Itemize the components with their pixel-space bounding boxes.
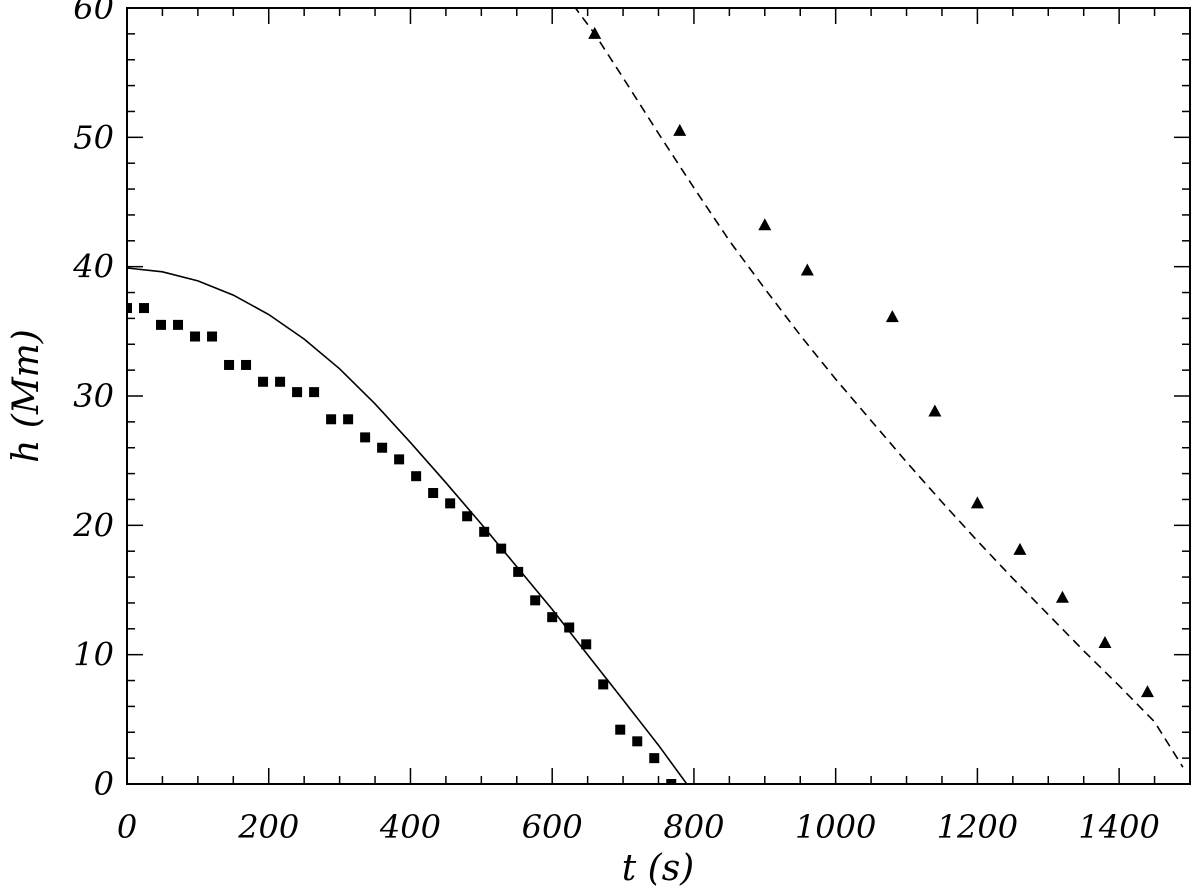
square-data-point — [224, 359, 235, 370]
square-data-point — [598, 679, 609, 690]
y-tick-label: 40 — [72, 248, 114, 286]
triangle-data-point — [800, 263, 814, 276]
square-data-point — [241, 359, 252, 370]
square-data-point — [445, 498, 456, 509]
square-data-point — [326, 414, 337, 425]
triangle-data-point — [1098, 636, 1112, 649]
axis-ticks — [126, 7, 1191, 785]
square-data-point — [190, 331, 201, 342]
y-tick-label: 30 — [73, 377, 114, 415]
x-tick-label: 1400 — [1078, 808, 1159, 846]
square-data-point — [530, 595, 541, 606]
square-data-point — [581, 639, 592, 650]
x-tick-label: 0 — [117, 808, 137, 846]
square-data-point — [479, 526, 490, 537]
solid-fit-line — [127, 267, 688, 784]
square-data-point — [666, 779, 677, 784]
x-tick-label: 800 — [663, 808, 724, 846]
square-data-point — [343, 414, 354, 425]
x-tick-label: 1000 — [795, 808, 876, 846]
y-tick-label: 60 — [73, 0, 114, 27]
square-data-point — [649, 753, 660, 764]
square-data-point — [615, 724, 626, 735]
square-data-point — [513, 566, 524, 577]
triangle-data-point — [758, 218, 772, 231]
triangle-data-point — [673, 123, 687, 136]
triangle-data-point — [970, 496, 984, 509]
data-markers — [127, 26, 1154, 784]
square-data-point — [258, 376, 269, 387]
square-data-point — [292, 387, 303, 398]
plot-area-border — [126, 7, 1191, 785]
triangle-data-point — [588, 26, 602, 39]
triangle-data-point — [1140, 685, 1154, 698]
fit-lines — [127, 8, 1184, 784]
square-data-point — [309, 387, 320, 398]
dashed-fit-line — [574, 8, 1184, 768]
square-data-point — [127, 303, 132, 314]
y-tick-label: 0 — [94, 765, 114, 803]
square-data-point — [156, 319, 167, 330]
square-data-point — [547, 612, 558, 623]
triangle-data-point — [928, 404, 942, 417]
square-data-point — [462, 511, 473, 522]
y-tick-label: 50 — [73, 118, 114, 156]
triangle-data-point — [1055, 590, 1069, 603]
plot-frame — [126, 7, 1191, 785]
y-tick-label: 10 — [73, 636, 114, 674]
square-data-point — [496, 543, 507, 554]
square-data-point — [428, 488, 439, 498]
x-tick-label: 600 — [522, 808, 583, 846]
square-data-point — [377, 442, 388, 453]
x-tick-label: 1200 — [937, 808, 1018, 846]
square-data-point — [564, 622, 575, 633]
square-data-point — [411, 471, 422, 482]
x-axis-label: t (s) — [622, 848, 694, 889]
y-tick-label: 20 — [72, 506, 114, 544]
square-data-point — [632, 736, 643, 747]
square-data-point — [139, 303, 150, 314]
square-data-point — [360, 432, 371, 443]
square-data-point — [394, 454, 405, 465]
square-data-point — [275, 376, 286, 387]
triangle-data-point — [885, 310, 899, 323]
square-data-point — [207, 331, 218, 342]
y-axis-label: h (Mm) — [6, 329, 47, 463]
x-tick-label: 200 — [237, 808, 299, 846]
triangle-data-point — [1013, 542, 1027, 555]
tick-labels: 0 200 400 600 800 1000 1200 1400 0 10 20 30 40 50 60 — [72, 0, 1160, 846]
square-data-point — [173, 319, 184, 330]
x-tick-label: 400 — [379, 808, 441, 846]
